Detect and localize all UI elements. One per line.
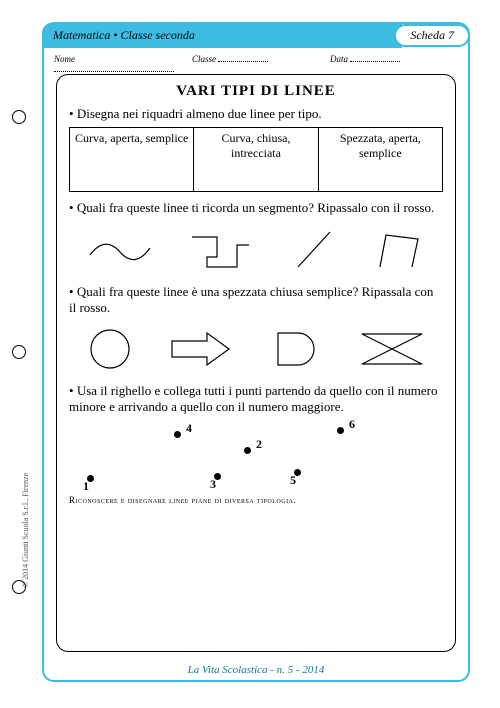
date-field: Data [330, 54, 458, 74]
instruction-2: Quali fra queste linee ti ricorda un seg… [69, 200, 443, 216]
table-cell: Curva, aperta, semplice [70, 128, 194, 192]
footer-text: La Vita Scolastica - n. 5 - 2014 [44, 664, 468, 676]
binder-hole [12, 110, 26, 124]
class-field: Classe [192, 54, 320, 74]
table-cell: Spezzata, aperta, semplice [318, 128, 442, 192]
bowtie-icon [357, 329, 427, 369]
polyline-icon [187, 227, 257, 272]
point-4: 4 [174, 427, 181, 442]
point-2: 2 [244, 443, 251, 458]
curve-line-icon [85, 230, 155, 270]
point-1: 1 [87, 471, 94, 486]
shapes-row-1 [69, 222, 443, 278]
table-cell: Curva, chiusa, intrecciata [194, 128, 318, 192]
content-box: VARI TIPI DI LINEE Disegna nei riquadri … [56, 74, 456, 652]
point-3: 3 [214, 469, 221, 484]
learning-objective: Riconoscere e disegnare linee piane di d… [69, 495, 443, 505]
circle-icon [85, 326, 135, 372]
binder-hole [12, 345, 26, 359]
d-shape-icon [270, 327, 325, 371]
point-5: 5 [294, 465, 301, 480]
shapes-row-2 [69, 321, 443, 377]
student-meta: Nome Classe Data [54, 54, 458, 74]
worksheet-page: Matematica • Classe seconda Scheda 7 Nom… [42, 22, 470, 682]
header: Matematica • Classe seconda Scheda 7 [42, 22, 470, 48]
instruction-3: Quali fra queste linee è una spezzata ch… [69, 284, 443, 317]
subject-label: Matematica • Classe seconda [42, 23, 402, 48]
open-polygon-icon [372, 227, 427, 272]
arrow-icon [167, 329, 237, 369]
connect-dots-area: 1 4 3 2 5 6 [69, 421, 443, 493]
name-field: Nome [54, 54, 182, 74]
worksheet-title: VARI TIPI DI LINEE [69, 83, 443, 100]
scheda-number: Scheda 7 [394, 24, 470, 47]
point-6: 6 [337, 423, 344, 438]
line-types-table: Curva, aperta, semplice Curva, chiusa, i… [69, 127, 443, 192]
copyright-text: © 2014 Giunti Scuola S.r.l., Firenze [21, 473, 30, 588]
instruction-4: Usa il righello e collega tutti i punti … [69, 383, 443, 416]
instruction-1: Disegna nei riquadri almeno due linee pe… [69, 106, 443, 122]
segment-icon [290, 227, 340, 272]
